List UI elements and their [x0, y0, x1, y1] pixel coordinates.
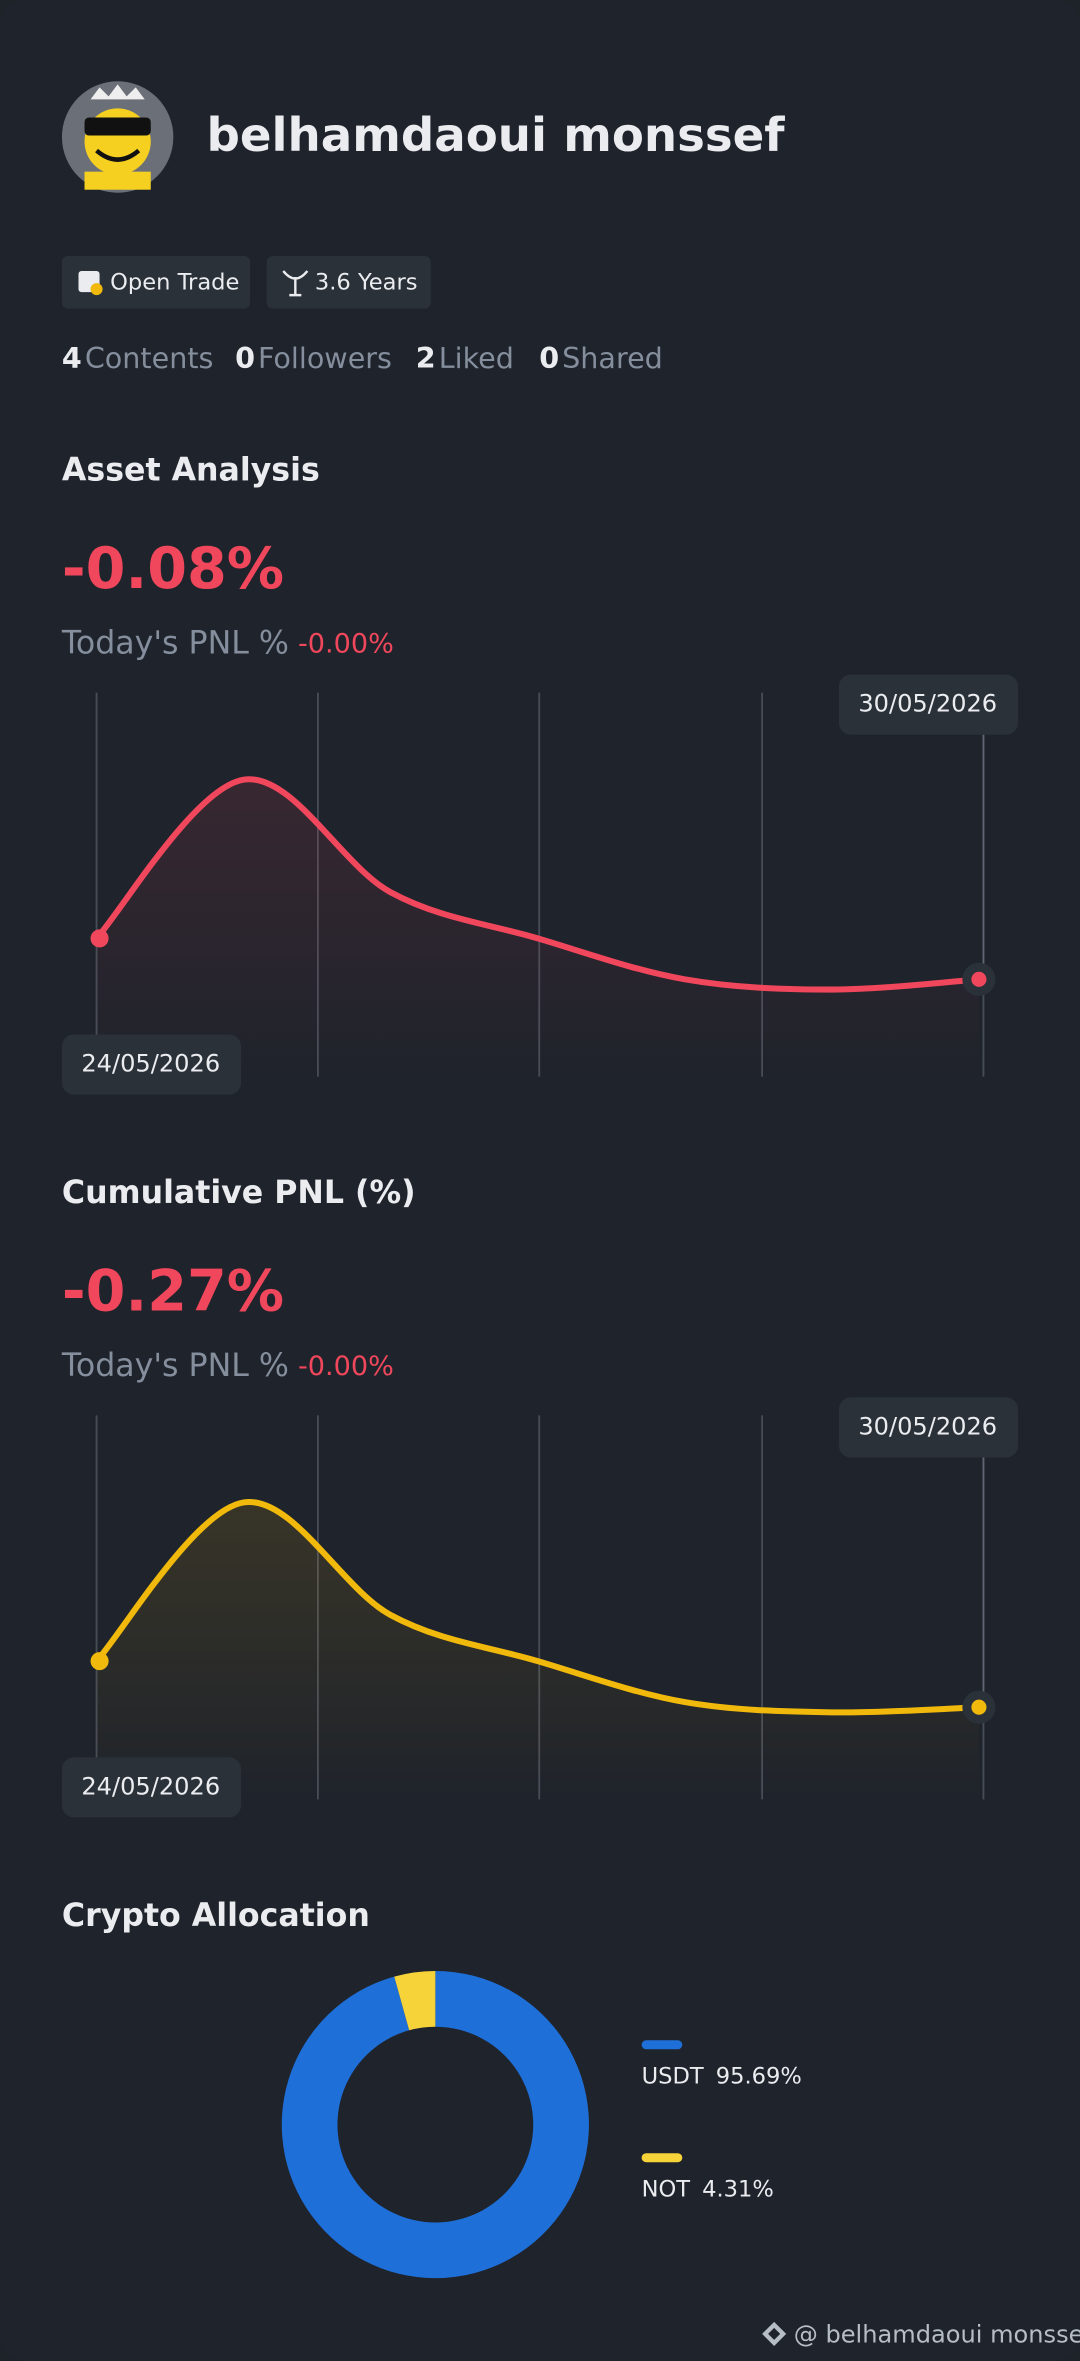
headline-value: -0.08%	[62, 536, 284, 602]
legend-swatch	[641, 2040, 683, 2050]
line-area	[96, 779, 979, 1077]
date-tag-bg	[61, 1034, 242, 1095]
date-tag: 24/05/2026	[81, 1772, 220, 1800]
legend-label: USDT	[642, 2063, 704, 2089]
stat: 0 Followers	[235, 341, 392, 375]
stat-label: Liked	[439, 341, 514, 375]
stat-label: Followers	[258, 341, 392, 375]
legend-swatch	[641, 2153, 683, 2163]
today-label: Today's PNL %	[61, 1348, 289, 1384]
date-tag-bg	[61, 1757, 242, 1818]
stat: 0 Shared	[539, 341, 663, 375]
stat: 4 Contents	[62, 341, 214, 375]
date-tag-bg	[838, 674, 1019, 735]
line	[94, 776, 980, 993]
donut-slice	[394, 1971, 436, 2031]
end-point	[971, 1699, 987, 1715]
section-title: Crypto Allocation	[62, 1898, 370, 1934]
line	[94, 1499, 980, 1716]
stat: 2 Liked	[416, 341, 514, 375]
legend-entry: USDT 95.69%	[642, 2063, 802, 2089]
legend-entry: NOT 4.31%	[642, 2176, 774, 2202]
legend-value: 4.31%	[702, 2176, 774, 2202]
section-title: Asset Analysis	[62, 452, 320, 488]
legend-value: 95.69%	[716, 2063, 802, 2089]
stat-label: Shared	[562, 341, 663, 375]
stat-value: 0	[539, 341, 559, 375]
legend-label: NOT	[642, 2176, 691, 2202]
footer-text: @ belhamdaoui monssef	[794, 2320, 1080, 2348]
date-tag: 24/05/2026	[81, 1050, 220, 1078]
start-point	[90, 929, 109, 948]
today-label: Today's PNL %	[61, 625, 289, 661]
badge-label: 3.6 Years	[315, 270, 418, 296]
date-tag: 30/05/2026	[858, 1412, 997, 1440]
stat-label: Contents	[85, 341, 214, 375]
today-value: -0.00%	[298, 628, 394, 659]
today-value: -0.00%	[298, 1351, 394, 1382]
end-point	[971, 971, 987, 987]
badge-icon	[282, 270, 309, 297]
today-pnl: Today's PNL % -0.00%	[61, 625, 394, 661]
section-title: Cumulative PNL (%)	[62, 1175, 416, 1211]
start-point	[90, 1652, 109, 1671]
profile-name: belhamdaoui monssef	[206, 109, 785, 163]
stat-value: 0	[235, 341, 255, 375]
avatar	[61, 81, 174, 193]
stat-value: 2	[416, 341, 436, 375]
date-tag: 30/05/2026	[858, 690, 997, 718]
footer-logo	[762, 2321, 787, 2346]
donut-slice	[281, 1971, 589, 2279]
line-area	[96, 1501, 979, 1800]
stat-value: 4	[62, 341, 82, 375]
today-pnl: Today's PNL % -0.00%	[61, 1348, 394, 1384]
headline-value: -0.27%	[62, 1259, 284, 1325]
badge-bg	[61, 255, 251, 309]
badge-icon	[90, 283, 103, 296]
badge-label: Open Trade	[110, 270, 239, 296]
date-tag-bg	[838, 1397, 1019, 1458]
badge-bg	[266, 255, 431, 309]
